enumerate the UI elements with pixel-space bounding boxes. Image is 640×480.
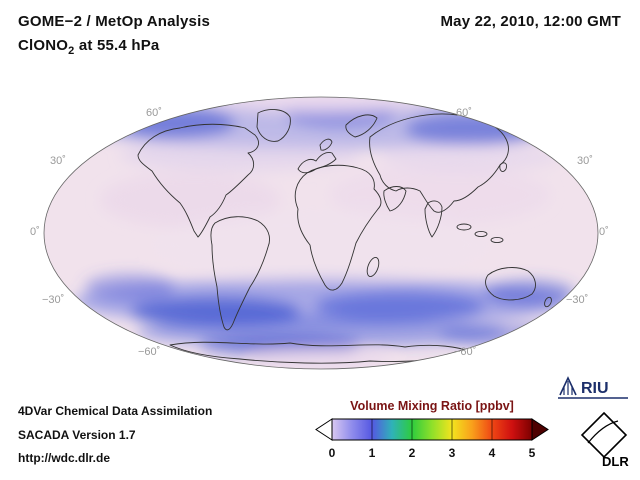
- colorbar-under-range-arrow: [315, 418, 333, 441]
- assimilation-label: 4DVar Chemical Data Assimilation: [18, 404, 213, 418]
- colorbar: [315, 418, 549, 441]
- continent-south-america: [210, 216, 270, 331]
- island-madagascar: [366, 256, 380, 278]
- wdc-url-label: http://wdc.dlr.de: [18, 451, 110, 465]
- tick-1: 1: [368, 446, 376, 460]
- dlr-logo: DLR: [580, 411, 629, 468]
- lat-label-left-30n: 30˚: [50, 155, 66, 167]
- world-map: [43, 96, 599, 370]
- tick-2: 2: [408, 446, 416, 460]
- lat-label-left-60s: −60˚: [138, 346, 161, 358]
- lat-label-left-60n: 60˚: [146, 107, 162, 119]
- dlr-logo-text: DLR: [602, 454, 629, 468]
- dlr-emblem-icon: [580, 411, 628, 459]
- species-subtitle: ClONO2 at 55.4 hPa: [18, 37, 159, 57]
- tick-3: 3: [448, 446, 456, 460]
- page-title: GOME−2 / MetOp Analysis: [18, 13, 211, 30]
- north-pole-pale: [211, 97, 431, 111]
- islands-southeast-asia: [456, 223, 504, 244]
- tick-0: 0: [328, 446, 336, 460]
- species-name: ClONO: [18, 37, 69, 54]
- species-subscript: 2: [68, 45, 75, 57]
- riu-logo-text: RIU: [581, 380, 609, 397]
- lat-label-right-30n: 30˚: [577, 155, 593, 167]
- lat-label-left-0: 0˚: [30, 226, 40, 238]
- lat-label-right-60s: −60˚: [454, 346, 477, 358]
- tick-5: 5: [528, 446, 536, 460]
- continent-australia: [485, 267, 536, 301]
- colorbar-tick-labels: 0 1 2 3 4 5: [328, 446, 536, 460]
- colorbar-gradient-bar: [331, 418, 533, 441]
- continent-north-america: [137, 123, 259, 238]
- heatmap-overlay: [69, 97, 575, 369]
- lat-label-right-30s: −30˚: [566, 294, 589, 306]
- tick-4: 4: [488, 446, 496, 460]
- species-pressure-level: at 55.4 hPa: [74, 37, 160, 54]
- region-arabia: [383, 186, 407, 212]
- region-india: [424, 200, 443, 238]
- riu-logo: RIU: [558, 376, 628, 399]
- datetime-label: May 22, 2010, 12:00 GMT: [440, 13, 621, 30]
- colorbar-tick-marks: [371, 419, 493, 440]
- version-label: SACADA Version 1.7: [18, 428, 136, 442]
- colorbar-title: Volume Mixing Ratio [ppbv]: [350, 399, 514, 413]
- lat-label-right-0: 0˚: [599, 226, 609, 238]
- continent-greenland: [256, 109, 291, 142]
- continent-africa: [294, 164, 382, 291]
- colorbar-over-range-arrow: [531, 418, 549, 441]
- riu-antenna-icon: [559, 376, 577, 396]
- south-pole-pale: [251, 351, 391, 369]
- lat-label-right-60n: 60˚: [456, 107, 472, 119]
- continent-europe: [297, 114, 378, 174]
- lat-label-left-30s: −30˚: [42, 294, 65, 306]
- map-boundary-ellipse: [43, 96, 599, 370]
- island-japan: [499, 162, 507, 172]
